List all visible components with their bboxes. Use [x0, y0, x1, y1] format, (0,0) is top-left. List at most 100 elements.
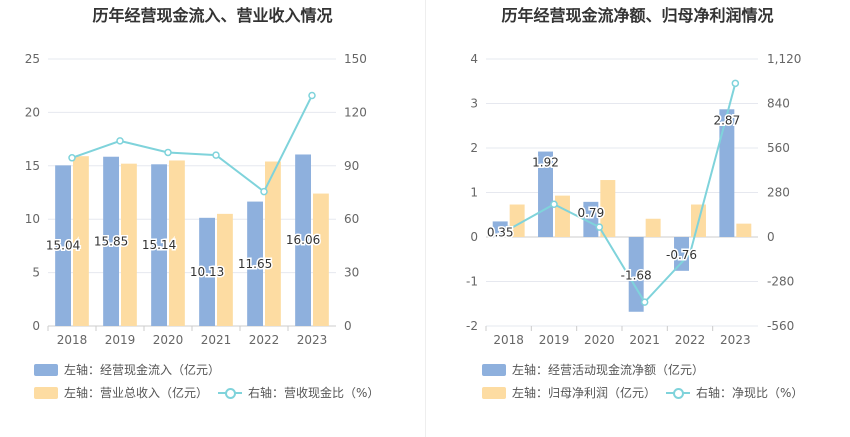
chart-panel-cash-inflow-revenue: 历年经营现金流入、营业收入情况 0 0 5 30 10 60 15 90 20 120 25 150 2…: [25, 6, 380, 401]
x-axis-tick-label: 2018: [493, 333, 524, 347]
x-axis-tick-label: 2023: [720, 333, 751, 347]
line-point: [308, 91, 316, 100]
line-series: [508, 83, 737, 304]
right-axis-tick-label: 840: [767, 97, 790, 111]
legend-item-bar2[interactable]: 左轴：归母净利润（亿元）: [482, 384, 656, 401]
x-axis-tick-label: 2021: [629, 333, 660, 347]
legend-label: 左轴：经营活动现金流净额（亿元）: [512, 363, 705, 377]
line-point: [164, 148, 172, 157]
right-axis-tick-label: 560: [767, 141, 790, 155]
right-axis-tick-label: 0: [344, 319, 352, 333]
chart-title: 历年经营现金流入、营业收入情况: [92, 6, 333, 25]
right-axis-tick-label: 150: [344, 52, 367, 66]
data-label: 10.13: [190, 265, 224, 279]
line-point: [550, 200, 558, 209]
x-axis-tick-label: 2022: [675, 333, 706, 347]
line-point: [731, 79, 740, 88]
line-point: [68, 154, 76, 162]
bar-series1: [295, 154, 311, 326]
bar-series2: [509, 204, 525, 237]
bar-series1: [103, 156, 119, 326]
bar-series1: [674, 237, 689, 271]
bar-series1: [583, 201, 599, 237]
line-point: [116, 137, 124, 145]
right-axis-tick-label: 60: [344, 212, 359, 226]
panel-divider: [425, 0, 426, 437]
right-axis-tick-label: 90: [344, 159, 359, 173]
legend-item-line[interactable]: 右轴：净现比（%）: [666, 384, 803, 401]
x-axis-tick-label: 2018: [57, 333, 88, 347]
chart-title: 历年经营现金流净额、归母净利润情况: [501, 6, 774, 25]
bar-series2: [73, 156, 89, 326]
legend-line-icon: [666, 387, 690, 399]
bar-series2: [265, 161, 281, 326]
data-label: 15.04: [46, 239, 80, 253]
right-axis-tick-label: 30: [344, 266, 359, 280]
bar-series1: [199, 217, 215, 326]
bar-series2: [217, 213, 233, 326]
right-axis-tick-label: 1,120: [767, 52, 801, 66]
left-axis-tick-label: 1: [470, 186, 478, 200]
x-axis-tick-label: 2021: [201, 333, 232, 347]
right-axis-tick-label: -560: [767, 319, 794, 333]
data-label: -0.76: [666, 248, 697, 262]
left-axis-tick-label: 10: [25, 212, 40, 226]
legend-item-bar1[interactable]: 左轴：经营活动现金流净额（亿元）: [482, 361, 704, 378]
right-axis-tick-label: 0: [767, 230, 775, 244]
left-axis-tick-label: 15: [25, 159, 40, 173]
data-label: 15.85: [94, 234, 128, 248]
legend-item-line[interactable]: 右轴：营收现金比（%）: [218, 384, 379, 401]
legend-item-bar2[interactable]: 左轴：营业总收入（亿元）: [34, 384, 208, 401]
line-point: [504, 225, 513, 234]
x-axis-tick-label: 2019: [105, 333, 136, 347]
data-label: -1.68: [621, 268, 652, 282]
left-axis-tick-label: 0: [470, 230, 478, 244]
line-point: [260, 187, 268, 196]
legend-label: 左轴：营业总收入（亿元）: [64, 386, 209, 400]
left-axis-tick-label: 4: [470, 52, 478, 66]
legend-swatch: [34, 363, 58, 376]
left-axis-tick-label: 25: [25, 52, 40, 66]
left-axis-tick-label: -1: [466, 275, 478, 289]
x-axis-tick-label: 2022: [249, 333, 280, 347]
left-axis-tick-label: 0: [32, 319, 40, 333]
line-series: [71, 95, 313, 194]
right-axis-tick-label: -280: [767, 275, 794, 289]
legend-swatch: [34, 386, 58, 399]
data-label: 0.79: [577, 206, 604, 220]
data-label: 2.87: [713, 113, 740, 127]
bar-series2: [600, 180, 616, 237]
bar-series1: [151, 164, 167, 326]
bar-series2: [736, 223, 752, 237]
legend-swatch: [482, 386, 506, 399]
data-label: 1.92: [532, 156, 559, 170]
legend-label: 右轴：营收现金比（%）: [248, 386, 380, 400]
legend-label: 左轴：归母净利润（亿元）: [512, 386, 657, 400]
bar-series2: [313, 193, 329, 326]
data-label: 15.14: [142, 238, 176, 252]
bar-series2: [645, 218, 661, 237]
bar-series1: [55, 165, 71, 326]
legend-line-icon: [218, 387, 242, 399]
bar-series1: [719, 109, 735, 237]
data-label: 11.65: [238, 257, 272, 271]
line-point: [595, 223, 604, 231]
right-axis-tick-label: 120: [344, 105, 367, 119]
right-axis-tick-label: 280: [767, 186, 790, 200]
x-axis-tick-label: 2020: [153, 333, 184, 347]
line-point: [640, 298, 649, 306]
legend-item-bar1[interactable]: 左轴：经营现金流入（亿元）: [34, 361, 220, 378]
line-point: [686, 249, 694, 258]
chart-svg: 0 0 5 30 10 60 15 90 20 120 25 150 2018 2019 2020 2021 2…: [25, 52, 367, 347]
x-axis-tick-label: 2019: [539, 333, 570, 347]
bar-series2: [169, 160, 185, 326]
data-label: 0.35: [487, 225, 514, 239]
bar-series1: [247, 201, 263, 326]
chart-panel-net-cashflow-profit: 历年经营现金流净额、归母净利润情况 -2 -560 -1 -280 0 0 1 280 2 560…: [425, 0, 850, 437]
chart-svg: -2 -560 -1 -280 0 0 1 280 2 560 3 840 4 1,120 2018 2019…: [466, 52, 801, 347]
bar-series1: [492, 221, 508, 237]
legend-label: 右轴：净现比（%）: [696, 386, 804, 400]
legend-swatch: [482, 363, 506, 376]
line-point: [212, 151, 220, 159]
bar-series2: [555, 195, 570, 237]
